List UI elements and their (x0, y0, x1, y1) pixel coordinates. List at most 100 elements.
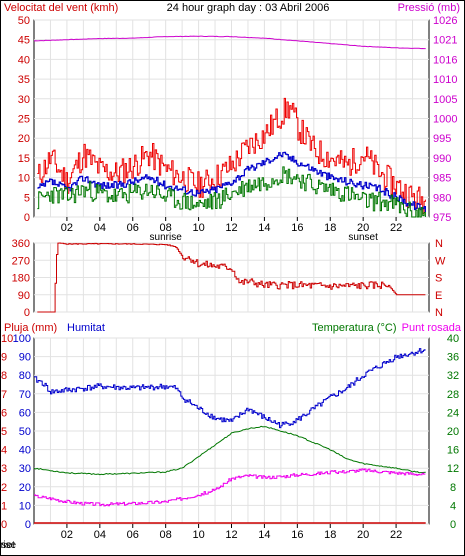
y-tick-label-humidity: 40 (19, 445, 31, 457)
y-tick-label-temperature: 20 (447, 426, 459, 438)
chart-title: 24 hour graph day : 03 Abril 2006 (167, 2, 330, 14)
y-tick-label-pressure: 980 (433, 192, 451, 204)
y-tick-label-rain: 5 (1, 426, 7, 438)
y-tick-label-compass: S (435, 273, 442, 285)
x-tick-label: 04 (94, 222, 106, 234)
x-tick-label: 20 (357, 529, 369, 541)
y-tick-label-pressure: 1021 (433, 35, 457, 47)
y-tick-label-temperature: 8 (450, 482, 456, 494)
x-tick-label: 08 (160, 222, 172, 234)
x-tick-label: 12 (225, 222, 237, 234)
sunrise-label: sunrise (0, 540, 17, 551)
y-tick-label-pressure: 975 (433, 212, 451, 224)
y-tick-label-pressure: 995 (433, 133, 451, 145)
wind-axis-title: Velocitat del vent (kmh) (4, 2, 118, 14)
x-tick-label: 18 (324, 222, 336, 234)
y-tick-label-compass: N (435, 238, 443, 250)
y-tick-label-temperature: 0 (450, 519, 456, 531)
y-tick-label-wind: 10 (18, 173, 30, 185)
y-tick-label-wind: 45 (18, 35, 30, 47)
temperature-axis-title: Temperatura (°C) (312, 322, 396, 334)
y-tick-label-humidity: 80 (19, 370, 31, 382)
y-tick-label-humidity: 20 (19, 482, 31, 494)
x-tick-label: 14 (258, 222, 270, 234)
y-tick-label-compass: N (435, 307, 443, 319)
y-tick-label-direction: 270 (12, 255, 30, 267)
y-tick-label-rain: 3 (1, 463, 7, 475)
pressure-axis-title: Pressió (mb) (398, 2, 460, 14)
y-tick-label-wind: 15 (18, 153, 30, 165)
y-tick-label-direction: 90 (18, 290, 30, 302)
y-tick-label-pressure: 1000 (433, 114, 457, 126)
x-tick-label: 20 (357, 222, 369, 234)
y-tick-label-temperature: 4 (450, 500, 456, 512)
x-tick-label: 06 (127, 222, 139, 234)
x-tick-label: 22 (390, 529, 402, 541)
y-tick-label-direction: 360 (12, 238, 30, 250)
y-tick-label-compass: E (435, 290, 442, 302)
y-tick-label-temperature: 24 (447, 407, 459, 419)
x-tick-label: 16 (291, 529, 303, 541)
series-humidity (34, 348, 426, 429)
x-tick-label: 04 (94, 529, 106, 541)
y-tick-label-direction: 180 (12, 273, 30, 285)
y-tick-label-rain: 0 (1, 519, 7, 531)
dewpoint-axis-title: Punt rosada (402, 322, 462, 334)
y-tick-label-temperature: 16 (447, 445, 459, 457)
series-pressure (33, 35, 426, 50)
sunset-label: sunset (348, 232, 378, 243)
y-tick-label-humidity: 90 (19, 352, 31, 364)
y-tick-label-wind: 35 (18, 74, 30, 86)
x-tick-label: 10 (192, 222, 204, 234)
y-tick-label-humidity: 100 (13, 333, 31, 345)
x-tick-label: 12 (225, 529, 237, 541)
y-tick-label-pressure: 1005 (433, 94, 457, 106)
y-tick-label-compass: W (435, 255, 446, 267)
x-tick-label: 18 (324, 529, 336, 541)
y-tick-label-temperature: 32 (447, 370, 459, 382)
series-wind-minimum (37, 166, 426, 218)
y-tick-label-wind: 20 (18, 133, 30, 145)
y-tick-label-pressure: 1016 (433, 54, 457, 66)
y-tick-label-rain: 6 (1, 407, 7, 419)
y-tick-label-rain: 7 (1, 389, 7, 401)
sunset-label: sunset (0, 540, 15, 551)
y-tick-label-temperature: 28 (447, 389, 459, 401)
x-tick-label: 22 (390, 222, 402, 234)
y-tick-label-humidity: 50 (19, 426, 31, 438)
x-tick-label: 02 (61, 529, 73, 541)
rain-axis-title: Pluja (mm) (4, 322, 57, 334)
y-tick-label-wind: 50 (18, 15, 30, 27)
y-tick-label-wind: 25 (18, 114, 30, 126)
x-tick-label: 16 (291, 222, 303, 234)
x-tick-label: 14 (258, 529, 270, 541)
y-tick-label-wind: 5 (24, 192, 30, 204)
x-tick-label: 06 (127, 529, 139, 541)
humidity-axis-title: Humitat (67, 322, 105, 334)
y-tick-label-humidity: 70 (19, 389, 31, 401)
y-tick-label-pressure: 990 (433, 153, 451, 165)
series-temperature (33, 425, 426, 476)
y-tick-label-temperature: 12 (447, 463, 459, 475)
y-tick-label-direction: 0 (24, 307, 30, 319)
y-tick-label-humidity: 30 (19, 463, 31, 475)
y-tick-label-pressure: 1010 (433, 74, 457, 86)
y-tick-label-pressure: 985 (433, 173, 451, 185)
y-tick-label-rain: 1 (1, 500, 7, 512)
y-tick-label-rain: 8 (1, 370, 7, 382)
y-tick-label-rain: 4 (1, 445, 7, 457)
y-tick-label-wind: 30 (18, 94, 30, 106)
y-tick-label-rain: 2 (1, 482, 7, 494)
y-tick-label-rain: 9 (1, 352, 7, 364)
series-wind-average (37, 151, 426, 212)
x-tick-label: 10 (192, 529, 204, 541)
y-tick-label-humidity: 10 (19, 500, 31, 512)
x-tick-label: 02 (61, 222, 73, 234)
y-tick-label-wind: 40 (18, 54, 30, 66)
y-tick-label-pressure: 1026 (433, 15, 457, 27)
y-tick-label-wind: 0 (24, 212, 30, 224)
y-tick-label-temperature: 36 (447, 352, 459, 364)
y-tick-label-humidity: 60 (19, 407, 31, 419)
y-tick-label-humidity: 0 (25, 519, 31, 531)
